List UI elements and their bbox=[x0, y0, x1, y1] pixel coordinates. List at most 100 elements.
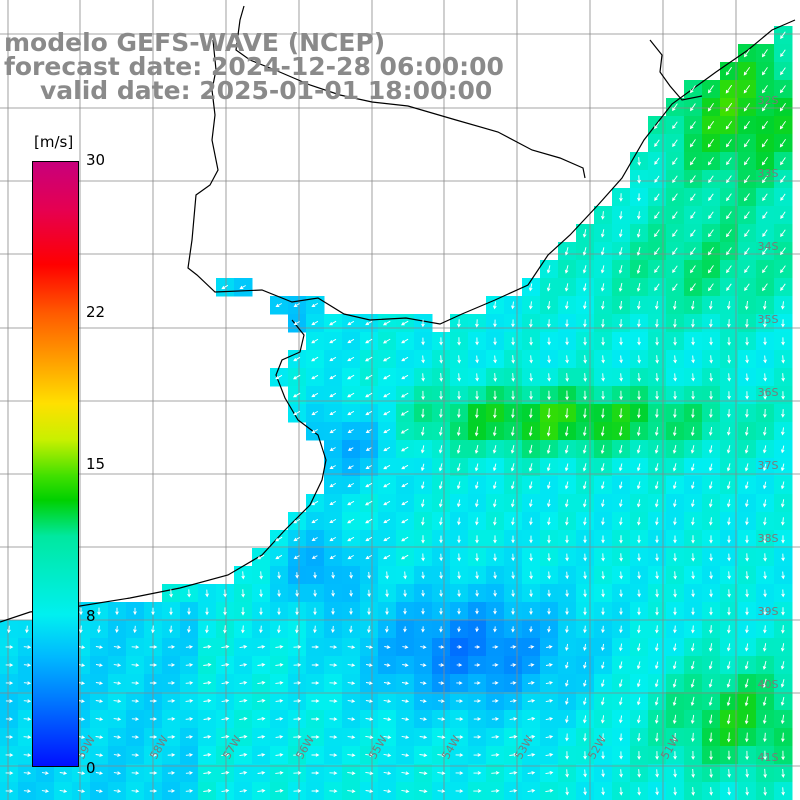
wind-arrow bbox=[167, 699, 176, 703]
wind-arrow bbox=[400, 554, 409, 560]
wind-arrow bbox=[475, 608, 479, 615]
wind-arrow bbox=[347, 465, 354, 469]
wind-arrow bbox=[600, 283, 605, 292]
wind-arrow bbox=[691, 535, 695, 544]
wind-arrow bbox=[779, 103, 786, 112]
wind-arrow bbox=[385, 571, 389, 580]
wind-arrow bbox=[546, 408, 551, 419]
wind-arrow bbox=[618, 282, 623, 292]
wind-arrow bbox=[5, 699, 14, 703]
wind-arrow bbox=[311, 519, 319, 524]
wind-arrow bbox=[295, 607, 299, 616]
wind-arrow bbox=[419, 753, 428, 758]
wind-arrow bbox=[780, 427, 785, 436]
valid-date: valid date: 2025-01-01 18:00:00 bbox=[40, 76, 493, 105]
wind-arrow bbox=[383, 735, 392, 740]
wind-arrow bbox=[259, 625, 263, 634]
wind-arrow bbox=[601, 355, 605, 364]
wind-arrow bbox=[313, 607, 317, 616]
wind-arrow bbox=[529, 626, 533, 633]
wind-arrow bbox=[239, 752, 248, 757]
wind-arrow bbox=[689, 139, 696, 148]
wind-arrow bbox=[221, 752, 230, 757]
wind-arrow bbox=[637, 535, 641, 544]
wind-arrow bbox=[474, 481, 479, 490]
wind-arrow bbox=[780, 49, 786, 58]
wind-arrow bbox=[600, 229, 605, 238]
wind-arrow bbox=[672, 175, 678, 184]
wind-arrow bbox=[745, 535, 749, 544]
wind-arrow bbox=[727, 625, 731, 634]
wind-arrow bbox=[528, 681, 535, 685]
wind-arrow bbox=[672, 211, 678, 220]
wind-arrow bbox=[77, 789, 86, 793]
wind-arrow bbox=[780, 499, 785, 508]
wind-arrow bbox=[457, 517, 461, 526]
wind-arrow bbox=[654, 679, 659, 688]
wind-arrow bbox=[438, 445, 443, 454]
wind-arrow bbox=[421, 571, 425, 580]
wind-arrow bbox=[781, 787, 785, 796]
wind-arrow bbox=[654, 714, 659, 724]
wind-arrow bbox=[743, 157, 750, 166]
wind-arrow bbox=[619, 517, 623, 526]
wind-arrow bbox=[131, 753, 140, 757]
wind-arrow bbox=[781, 355, 785, 364]
wind-arrow bbox=[421, 355, 425, 364]
wind-arrow bbox=[762, 499, 767, 508]
wind-arrow bbox=[618, 300, 623, 310]
wind-arrow bbox=[709, 553, 713, 562]
wind-arrow bbox=[492, 681, 499, 685]
wind-arrow bbox=[708, 696, 713, 707]
wind-arrow bbox=[636, 499, 641, 508]
wind-arrow bbox=[780, 481, 785, 490]
wind-arrow bbox=[456, 645, 463, 649]
wind-arrow bbox=[510, 699, 517, 703]
wind-arrow bbox=[115, 607, 119, 616]
wind-arrow bbox=[275, 554, 283, 560]
wind-arrow bbox=[455, 735, 464, 739]
wind-arrow bbox=[691, 517, 695, 526]
wind-arrow bbox=[383, 536, 391, 542]
wind-arrow bbox=[780, 679, 785, 688]
wind-arrow bbox=[618, 661, 623, 670]
wind-arrow bbox=[529, 337, 533, 346]
wind-arrow bbox=[780, 247, 786, 256]
wind-arrow bbox=[547, 553, 551, 562]
wind-arrow bbox=[528, 301, 533, 310]
wind-arrow bbox=[565, 769, 569, 778]
wind-arrow bbox=[726, 247, 732, 256]
wind-arrow bbox=[545, 699, 554, 703]
wind-arrow bbox=[761, 85, 768, 94]
wind-arrow bbox=[456, 444, 461, 454]
wind-arrow bbox=[131, 717, 140, 721]
wind-arrow bbox=[349, 590, 353, 597]
wind-arrow bbox=[691, 408, 695, 419]
wind-arrow bbox=[277, 571, 281, 580]
wind-arrow bbox=[473, 789, 482, 793]
wind-arrow bbox=[781, 535, 785, 544]
wind-arrow bbox=[187, 589, 191, 598]
wind-arrow bbox=[707, 265, 714, 274]
wind-arrow bbox=[493, 626, 497, 633]
wind-arrow bbox=[438, 499, 443, 508]
wind-arrow bbox=[654, 283, 660, 291]
wind-arrow bbox=[582, 715, 587, 724]
wind-arrow bbox=[347, 483, 355, 488]
wind-arrow bbox=[637, 193, 641, 202]
wind-arrow bbox=[511, 535, 515, 544]
wind-arrow bbox=[600, 715, 605, 724]
wind-arrow bbox=[185, 645, 194, 649]
wind-arrow bbox=[780, 301, 785, 310]
wind-arrow bbox=[763, 787, 767, 796]
wind-arrow bbox=[708, 661, 713, 670]
lat-label: 41S bbox=[758, 751, 779, 764]
wind-arrow bbox=[257, 788, 266, 793]
wind-arrow bbox=[601, 535, 605, 544]
wind-arrow bbox=[311, 392, 319, 398]
wind-arrow bbox=[329, 447, 336, 451]
wind-arrow bbox=[637, 607, 641, 616]
wind-arrow bbox=[601, 661, 605, 670]
wind-arrow bbox=[455, 717, 464, 721]
